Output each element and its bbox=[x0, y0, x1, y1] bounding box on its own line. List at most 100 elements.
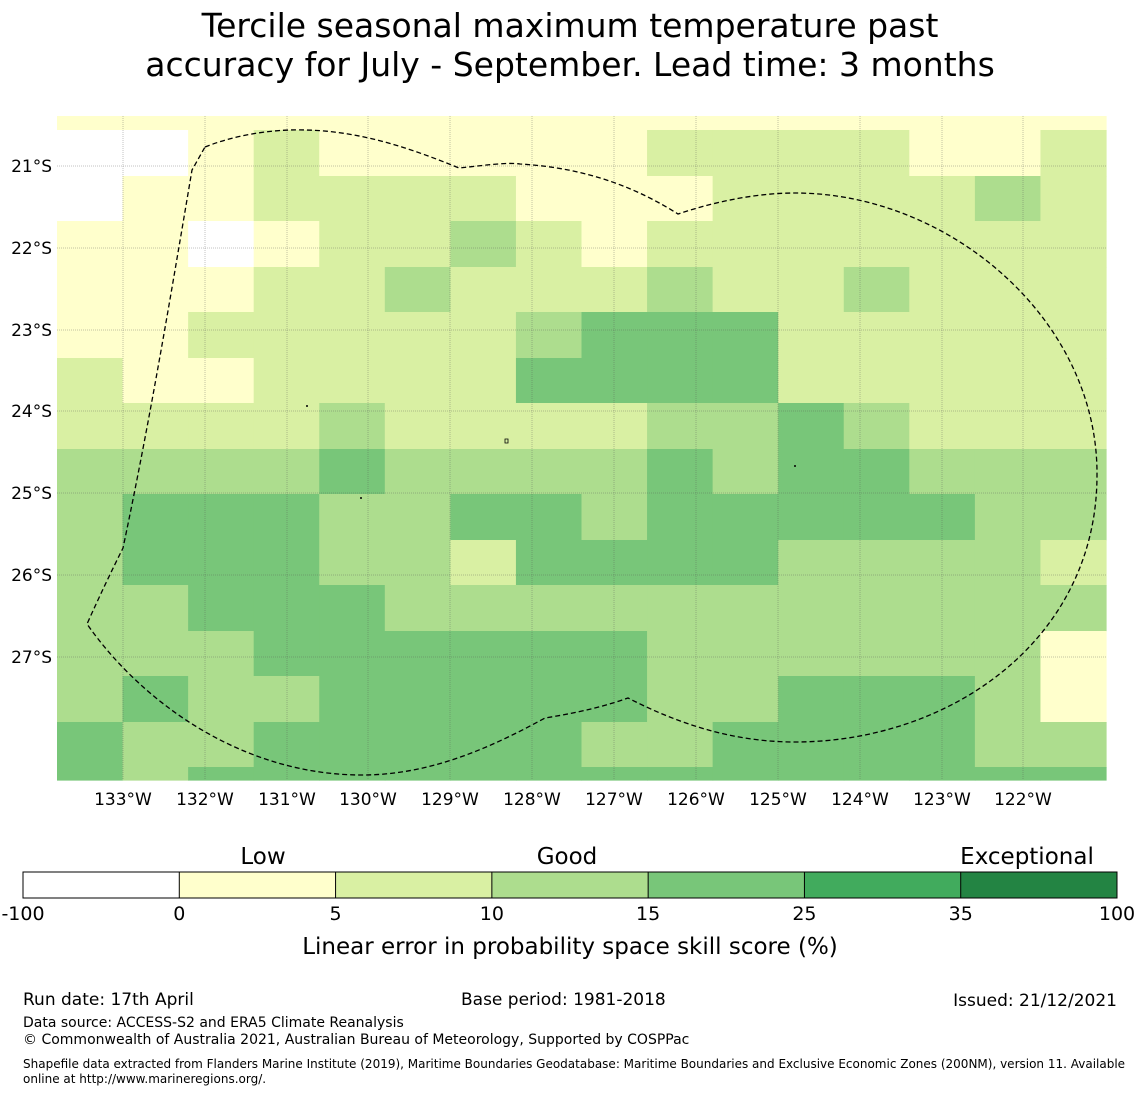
grid-cell bbox=[1040, 403, 1107, 450]
grid-cell bbox=[515, 631, 583, 677]
grid-cell bbox=[974, 403, 1042, 450]
grid-cell bbox=[974, 676, 1042, 723]
grid-cell bbox=[1040, 676, 1107, 723]
map-title: Tercile seasonal maximum temperature pas… bbox=[0, 6, 1140, 84]
grid-cell bbox=[909, 267, 976, 313]
grid-cell bbox=[909, 221, 976, 268]
longitude-labels: 133°W 132°W 131°W 130°W 129°W 128°W 127°W 126°W… bbox=[94, 790, 1052, 810]
grid-cell bbox=[122, 722, 189, 768]
grid-cell bbox=[778, 676, 845, 723]
island bbox=[504, 438, 509, 444]
grid-cell bbox=[712, 312, 779, 359]
grid-cell bbox=[581, 267, 648, 313]
lat-label: 21°S bbox=[11, 157, 52, 177]
colorbar-segment bbox=[804, 872, 962, 898]
lon-label: 131°W bbox=[258, 790, 316, 810]
grid-cell bbox=[122, 267, 189, 313]
grid-cell bbox=[57, 403, 124, 450]
grid-cell bbox=[1040, 267, 1107, 313]
grid-cell bbox=[909, 130, 976, 177]
grid-cell bbox=[515, 358, 583, 404]
grid-cell bbox=[712, 130, 779, 177]
grid-cell bbox=[778, 449, 845, 495]
grid-cell bbox=[122, 767, 189, 781]
grid-cell bbox=[1040, 631, 1107, 677]
grid-cell bbox=[515, 403, 583, 450]
lon-label: 129°W bbox=[421, 790, 479, 810]
grid-cell bbox=[712, 494, 779, 541]
grid-cell bbox=[319, 130, 386, 177]
grid-cell bbox=[188, 722, 255, 768]
grid-cell bbox=[581, 722, 648, 768]
grid-cell bbox=[384, 312, 451, 359]
grid-cell bbox=[253, 449, 320, 495]
grid-cell bbox=[384, 449, 451, 495]
grid-cell bbox=[647, 116, 714, 131]
grid-cell bbox=[778, 403, 845, 450]
grid-cell bbox=[319, 494, 386, 541]
grid-cell bbox=[647, 767, 714, 781]
grid-cell bbox=[188, 403, 255, 450]
grid-cell bbox=[974, 767, 1042, 781]
grid-cell bbox=[319, 358, 386, 404]
title-line-1: Tercile seasonal maximum temperature pas… bbox=[201, 6, 939, 45]
colorbar-tick-label: 25 bbox=[792, 903, 816, 925]
grid-cell bbox=[778, 767, 845, 781]
grid-cell bbox=[778, 631, 845, 677]
grid-cell bbox=[122, 176, 189, 222]
grid-cell bbox=[647, 403, 714, 450]
grid-cell bbox=[450, 631, 517, 677]
grid-cell bbox=[188, 267, 255, 313]
grid-cell bbox=[1040, 358, 1107, 404]
latitude-labels: 21°S 22°S 23°S 24°S 25°S 26°S 27°S bbox=[11, 157, 52, 668]
colorbar-tick-label: 0 bbox=[173, 903, 185, 925]
grid-cell bbox=[515, 221, 583, 268]
grid-cell bbox=[778, 221, 845, 268]
base-period: Base period: 1981-2018 bbox=[461, 990, 666, 1010]
grid-cell bbox=[974, 540, 1042, 586]
grid-cell bbox=[1040, 221, 1107, 268]
island bbox=[360, 497, 362, 499]
grid-cell bbox=[319, 116, 386, 131]
lat-label: 22°S bbox=[11, 239, 52, 259]
grid-cell bbox=[450, 449, 517, 495]
grid-cell bbox=[712, 267, 779, 313]
grid-cell bbox=[1040, 767, 1107, 781]
grid-cell bbox=[384, 631, 451, 677]
grid-cell bbox=[450, 312, 517, 359]
grid-cell bbox=[843, 130, 910, 177]
grid-cell bbox=[778, 722, 845, 768]
grid-cell bbox=[384, 358, 451, 404]
grid-cell bbox=[712, 176, 779, 222]
grid-cell bbox=[122, 312, 189, 359]
grid-cell bbox=[515, 116, 583, 131]
grid-cell bbox=[450, 358, 517, 404]
grid-cell bbox=[450, 722, 517, 768]
grid-cell bbox=[57, 130, 124, 177]
grid-cell bbox=[319, 767, 386, 781]
grid-cell bbox=[1040, 130, 1107, 177]
grid-cell bbox=[122, 403, 189, 450]
grid-cell bbox=[450, 176, 517, 222]
grid-cell bbox=[1040, 176, 1107, 222]
grid-cell bbox=[778, 267, 845, 313]
islands bbox=[306, 405, 796, 499]
grid-cell bbox=[974, 312, 1042, 359]
grid-cell bbox=[581, 494, 648, 541]
grid-cell bbox=[778, 116, 845, 131]
lon-label: 133°W bbox=[94, 790, 152, 810]
grid-cell bbox=[909, 403, 976, 450]
grid-cell bbox=[384, 540, 451, 586]
colorbar-tick-label: 100 bbox=[1099, 903, 1135, 925]
colorbar-tick-label: 35 bbox=[949, 903, 973, 925]
grid-cell bbox=[1040, 494, 1107, 541]
grid-cell bbox=[384, 722, 451, 768]
grid-cell bbox=[188, 312, 255, 359]
lat-label: 23°S bbox=[11, 321, 52, 341]
grid-cell bbox=[188, 221, 255, 268]
grid-cell bbox=[843, 585, 910, 632]
grid-cell bbox=[188, 116, 255, 131]
grid-cell bbox=[188, 176, 255, 222]
grid-cell bbox=[974, 631, 1042, 677]
